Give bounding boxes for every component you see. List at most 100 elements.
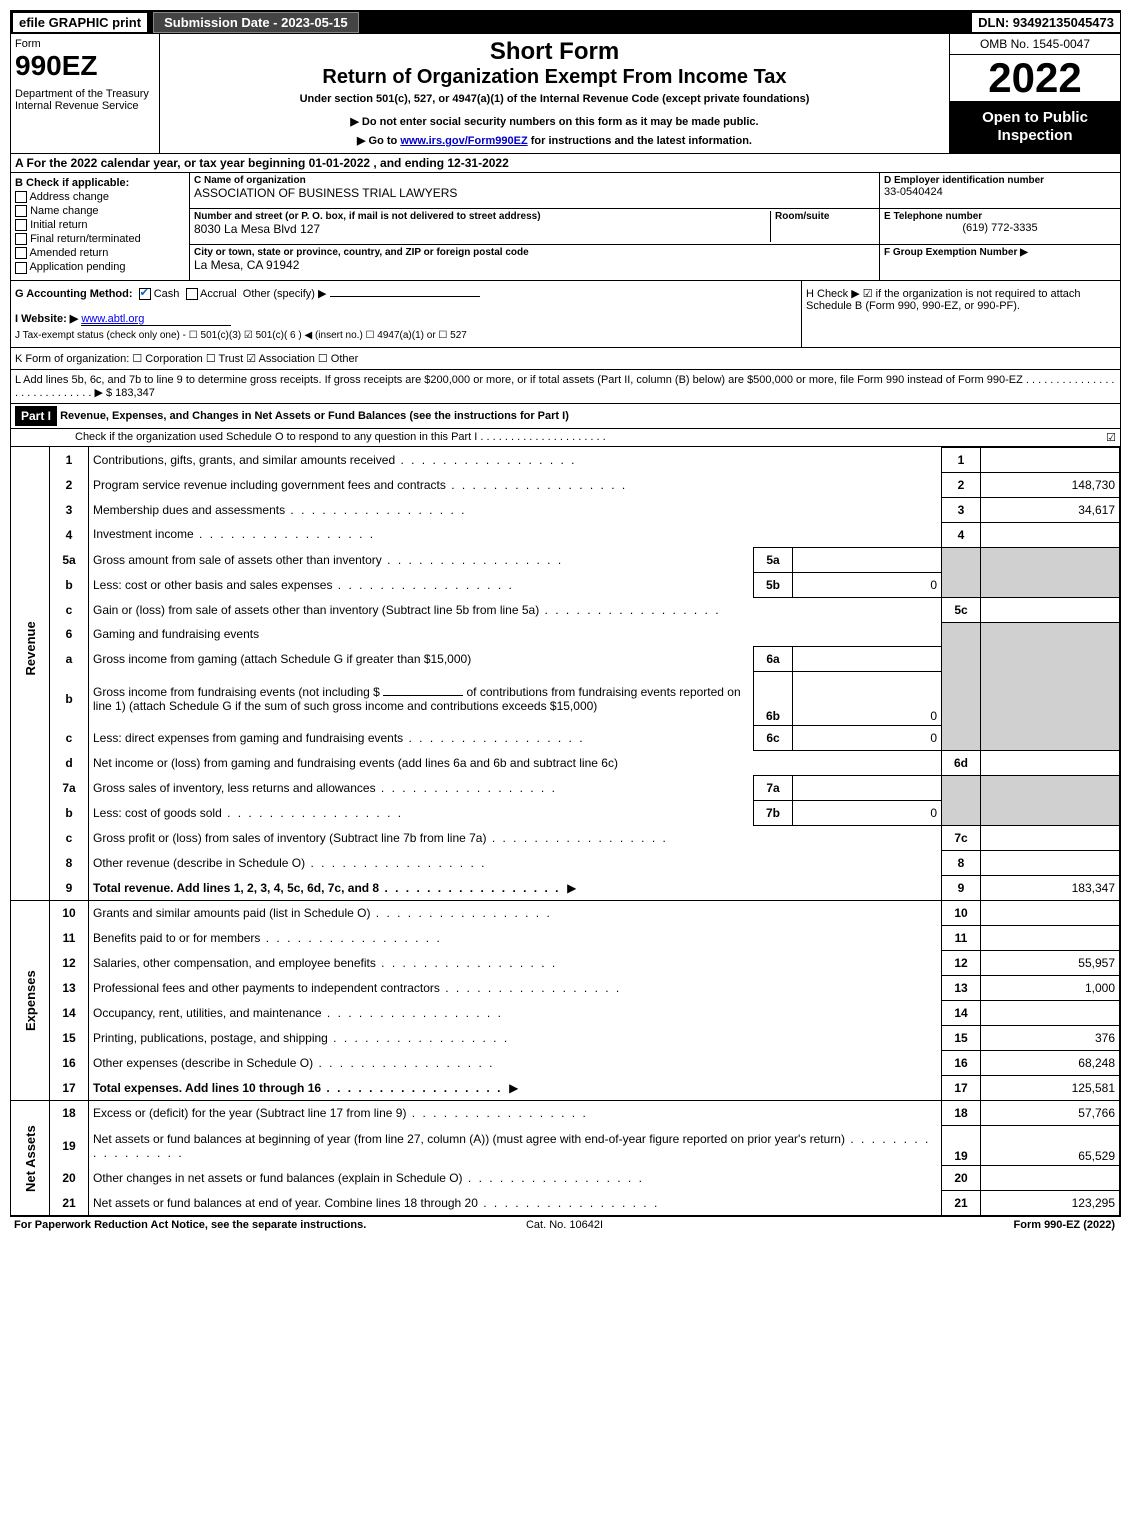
line-11-desc: Benefits paid to or for members bbox=[93, 931, 442, 945]
cb-final-return[interactable]: Final return/terminated bbox=[15, 233, 185, 245]
cb-initial-return[interactable]: Initial return bbox=[15, 219, 185, 231]
link-prefix: ▶ Go to bbox=[357, 135, 400, 147]
row-l: L Add lines 5b, 6c, and 7b to line 9 to … bbox=[11, 370, 1120, 404]
line-5a-desc: Gross amount from sale of assets other t… bbox=[93, 553, 563, 567]
line-12-desc: Salaries, other compensation, and employ… bbox=[93, 956, 557, 970]
side-netassets: Net Assets bbox=[11, 1101, 50, 1216]
line-11-rnum: 11 bbox=[942, 926, 981, 951]
line-6c-desc: Less: direct expenses from gaming and fu… bbox=[93, 731, 585, 745]
c-city-label: City or town, state or province, country… bbox=[194, 247, 875, 258]
line-6a-subval bbox=[793, 647, 942, 672]
side-revenue: Revenue bbox=[11, 447, 50, 851]
line-7a-subval bbox=[793, 776, 942, 801]
g-cash: Cash bbox=[154, 288, 180, 300]
line-5a-subnum: 5a bbox=[754, 547, 793, 572]
line-3-desc: Membership dues and assessments bbox=[93, 503, 466, 517]
b-label: B Check if applicable: bbox=[15, 177, 185, 189]
c-name-label: C Name of organization bbox=[194, 175, 875, 186]
line-5a-subval bbox=[793, 547, 942, 572]
lines-table: Revenue 1 Contributions, gifts, grants, … bbox=[11, 447, 1120, 1217]
line-13-rnum: 13 bbox=[942, 976, 981, 1001]
l-text: L Add lines 5b, 6c, and 7b to line 9 to … bbox=[15, 374, 1115, 399]
line-14-rval bbox=[981, 1001, 1120, 1026]
line-5b-subval: 0 bbox=[793, 572, 942, 597]
i-website-link[interactable]: www.abtl.org bbox=[81, 313, 231, 326]
line-5c-rval bbox=[981, 597, 1120, 622]
cb-name-change[interactable]: Name change bbox=[15, 205, 185, 217]
line-16-desc: Other expenses (describe in Schedule O) bbox=[93, 1056, 494, 1070]
line-9-rval: 183,347 bbox=[981, 876, 1120, 901]
link-suffix: for instructions and the latest informat… bbox=[528, 135, 752, 147]
c-room-label: Room/suite bbox=[775, 211, 875, 222]
line-21-desc: Net assets or fund balances at end of ye… bbox=[93, 1196, 659, 1210]
title-main: Short Form bbox=[164, 38, 945, 66]
line-6-desc: Gaming and fundraising events bbox=[89, 622, 942, 647]
line-19-desc: Net assets or fund balances at beginning… bbox=[93, 1132, 930, 1160]
line-6d-desc: Net income or (loss) from gaming and fun… bbox=[89, 751, 942, 776]
part-i-check: Check if the organization used Schedule … bbox=[11, 429, 1120, 447]
row-k: K Form of organization: ☐ Corporation ☐ … bbox=[11, 348, 1120, 370]
cb-accrual[interactable] bbox=[186, 288, 198, 300]
ssn-note: ▶ Do not enter social security numbers o… bbox=[164, 115, 945, 128]
irs-link[interactable]: www.irs.gov/Form990EZ bbox=[400, 135, 527, 147]
part-i-header: Part I Revenue, Expenses, and Changes in… bbox=[11, 404, 1120, 429]
line-4-rval bbox=[981, 522, 1120, 547]
part-i-title: Revenue, Expenses, and Changes in Net As… bbox=[60, 410, 1116, 422]
efile-print[interactable]: efile GRAPHIC print bbox=[11, 11, 149, 34]
line-15-rnum: 15 bbox=[942, 1026, 981, 1051]
line-6a-desc: Gross income from gaming (attach Schedul… bbox=[89, 647, 754, 672]
part-i-check-text: Check if the organization used Schedule … bbox=[75, 431, 1096, 443]
row-h: H Check ▶ ☑ if the organization is not r… bbox=[806, 287, 1116, 312]
line-6d-rnum: 6d bbox=[942, 751, 981, 776]
line-19-rval: 65,529 bbox=[981, 1126, 1120, 1166]
g-other: Other (specify) ▶ bbox=[243, 288, 327, 300]
line-7a-desc: Gross sales of inventory, less returns a… bbox=[93, 781, 557, 795]
line-7c-desc: Gross profit or (loss) from sales of inv… bbox=[93, 831, 668, 845]
line-3-rval: 34,617 bbox=[981, 497, 1120, 522]
cb-address-change[interactable]: Address change bbox=[15, 191, 185, 203]
i-label: I Website: ▶ bbox=[15, 313, 78, 325]
line-10-rval bbox=[981, 901, 1120, 926]
line-8-rval bbox=[981, 851, 1120, 876]
line-7b-subnum: 7b bbox=[754, 801, 793, 826]
line-14-desc: Occupancy, rent, utilities, and maintena… bbox=[93, 1006, 503, 1020]
g-label: G Accounting Method: bbox=[15, 288, 133, 300]
form-number: 990EZ bbox=[15, 50, 155, 82]
f-group-label: F Group Exemption Number ▶ bbox=[884, 247, 1116, 258]
form-990ez: efile GRAPHIC print Submission Date - 20… bbox=[10, 10, 1121, 1217]
line-17-rval: 125,581 bbox=[981, 1076, 1120, 1101]
line-7c-rnum: 7c bbox=[942, 826, 981, 851]
line-5c-desc: Gain or (loss) from sale of assets other… bbox=[93, 603, 721, 617]
line-4-rnum: 4 bbox=[942, 522, 981, 547]
footer: For Paperwork Reduction Act Notice, see … bbox=[10, 1217, 1119, 1233]
under-section: Under section 501(c), 527, or 4947(a)(1)… bbox=[164, 93, 945, 105]
row-gh: G Accounting Method: Cash Accrual Other … bbox=[11, 281, 1120, 348]
omb-number: OMB No. 1545-0047 bbox=[950, 34, 1120, 55]
line-8-desc: Other revenue (describe in Schedule O) bbox=[93, 856, 486, 870]
l-value: 183,347 bbox=[115, 387, 155, 399]
c-name-value: ASSOCIATION OF BUSINESS TRIAL LAWYERS bbox=[194, 186, 875, 200]
part-i-checked[interactable]: ☑ bbox=[1096, 431, 1116, 444]
footer-cat: Cat. No. 10642I bbox=[526, 1219, 603, 1231]
row-a-tax-year: A For the 2022 calendar year, or tax yea… bbox=[11, 154, 1120, 173]
line-5b-subnum: 5b bbox=[754, 572, 793, 597]
cb-amended-return[interactable]: Amended return bbox=[15, 247, 185, 259]
footer-left: For Paperwork Reduction Act Notice, see … bbox=[14, 1219, 526, 1231]
line-6d-rval bbox=[981, 751, 1120, 776]
submission-date: Submission Date - 2023-05-15 bbox=[153, 12, 359, 33]
line-4-desc: Investment income bbox=[93, 527, 375, 541]
line-18-rnum: 18 bbox=[942, 1101, 981, 1126]
cb-application-pending[interactable]: Application pending bbox=[15, 261, 185, 273]
line-21-rval: 123,295 bbox=[981, 1191, 1120, 1216]
line-13-rval: 1,000 bbox=[981, 976, 1120, 1001]
line-1-desc: Contributions, gifts, grants, and simila… bbox=[93, 453, 577, 467]
line-10-desc: Grants and similar amounts paid (list in… bbox=[93, 906, 552, 920]
line-21-rnum: 21 bbox=[942, 1191, 981, 1216]
line-7a-subnum: 7a bbox=[754, 776, 793, 801]
cb-cash[interactable] bbox=[139, 288, 151, 300]
line-18-desc: Excess or (deficit) for the year (Subtra… bbox=[93, 1106, 588, 1120]
line-18-rval: 57,766 bbox=[981, 1101, 1120, 1126]
g-accrual: Accrual bbox=[200, 288, 237, 300]
part-i-label: Part I bbox=[15, 406, 57, 426]
c-street-value: 8030 La Mesa Blvd 127 bbox=[194, 222, 770, 236]
